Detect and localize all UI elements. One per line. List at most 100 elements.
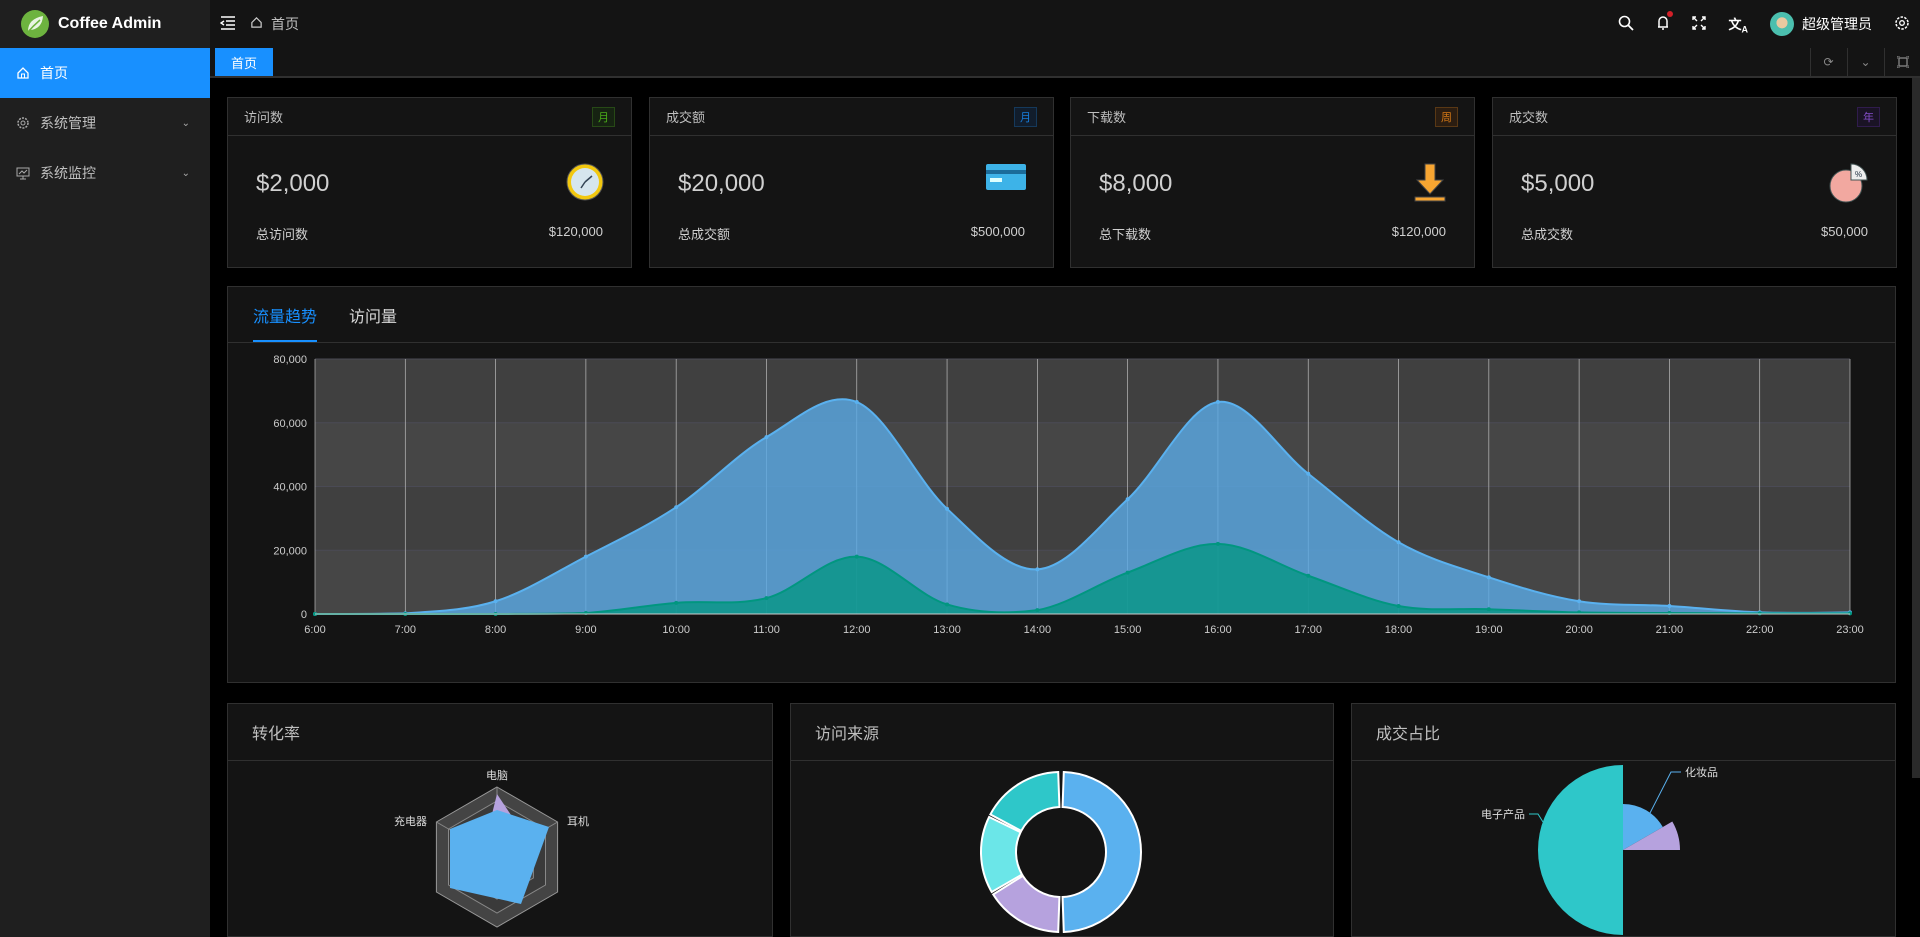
donut-segment-teal	[989, 771, 1061, 833]
deal-ratio-panel: 成交占比 化妆品 电子产品	[1351, 703, 1896, 937]
period-tag: 月	[1014, 106, 1037, 127]
sidebar-item-home[interactable]: 首页	[0, 48, 210, 98]
data-point	[764, 596, 769, 601]
visit-source-panel: 访问来源	[790, 703, 1334, 937]
avatar	[1770, 12, 1794, 36]
sidebar-item-system-monitor[interactable]: 系统监控 ⌄	[0, 148, 210, 198]
rose-pie-chart: 化妆品 电子产品	[1481, 765, 1718, 935]
sidebar-item-label: 系统管理	[40, 115, 96, 131]
period-tag: 周	[1435, 106, 1458, 127]
series-line	[315, 542, 1851, 616]
menu-fold-icon[interactable]	[219, 15, 236, 33]
data-point	[1035, 608, 1040, 613]
data-point	[674, 505, 679, 510]
gear-icon	[16, 116, 30, 130]
stat-card: 访问数 月 $2,000 总访问数 $120,000	[227, 97, 632, 268]
period-tag: 月	[592, 106, 615, 127]
monitor-icon	[16, 166, 30, 180]
data-point	[854, 554, 859, 559]
data-point	[493, 599, 498, 604]
pie-chart-icon: %	[1828, 162, 1870, 209]
x-tick-label: 16:00	[1204, 624, 1232, 636]
stat-title: 下载数	[1087, 110, 1127, 125]
data-point	[1125, 497, 1130, 502]
pie-slice-electronics	[1538, 765, 1623, 935]
chevron-down-icon: ⌄	[181, 167, 190, 179]
x-tick-label: 10:00	[662, 624, 690, 636]
download-icon	[1412, 162, 1448, 209]
pie-slice-cosmetics	[1623, 804, 1663, 850]
y-tick-label: 40,000	[273, 482, 307, 494]
x-tick-label: 7:00	[395, 624, 416, 636]
stat-value: $20,000	[678, 170, 765, 197]
stat-foot-value: $500,000	[970, 224, 1025, 239]
app-title: Coffee Admin	[58, 15, 162, 32]
data-point	[1577, 599, 1582, 604]
radar-chart: 电脑 耳机 充电器	[394, 769, 589, 928]
tab-visits[interactable]: 访问量	[349, 308, 398, 326]
notification-dot	[1667, 10, 1674, 17]
panel-title: 访问来源	[791, 704, 1333, 761]
x-tick-label: 11:00	[753, 624, 780, 636]
sidebar-item-label: 首页	[40, 65, 68, 81]
radar-label-earphone: 耳机	[567, 814, 589, 828]
stat-title: 成交额	[666, 110, 706, 125]
data-point	[1306, 471, 1311, 476]
data-point	[764, 435, 769, 440]
user-name: 超级管理员	[1802, 16, 1872, 32]
translate-icon[interactable]: 文A	[1728, 16, 1748, 35]
traffic-chart-panel: 流量趋势 访问量 0 20,000 40,000 60,000 80,000 6:00 7:…	[227, 286, 1896, 683]
radar-label-computer: 电脑	[486, 769, 508, 782]
clock-icon	[565, 162, 605, 207]
x-tick-label: 13:00	[933, 624, 961, 636]
sidebar: Coffee Admin 首页 系统管理 ⌄ 系统监控 ⌄	[0, 0, 210, 937]
conversion-panel: 转化率 电脑 耳机 充电器	[227, 703, 773, 937]
grid-band	[315, 422, 1850, 487]
fold-screen-icon[interactable]	[1884, 48, 1920, 76]
svg-text:%: %	[1855, 170, 1862, 179]
data-point	[583, 554, 588, 559]
series-area	[315, 543, 1850, 614]
tab-traffic-trend[interactable]: 流量趋势	[253, 287, 318, 342]
stat-value: $8,000	[1099, 170, 1173, 197]
x-tick-label: 23:00	[1836, 624, 1864, 636]
user-menu[interactable]: 超级管理员	[1770, 12, 1872, 36]
breadcrumb[interactable]: 首页	[250, 14, 299, 34]
x-tick-label: 6:00	[304, 624, 325, 636]
panel-title: 成交占比	[1352, 704, 1895, 761]
sidebar-item-system-management[interactable]: 系统管理 ⌄	[0, 98, 210, 148]
search-icon[interactable]	[1618, 15, 1635, 34]
stat-foot-label: 总访问数	[256, 227, 309, 242]
stat-foot-label: 总下载数	[1099, 227, 1152, 242]
data-point	[1215, 400, 1220, 405]
home-icon	[250, 16, 263, 32]
x-tick-label: 14:00	[1024, 624, 1052, 636]
data-point	[1396, 604, 1401, 609]
donut-segment-blue	[1061, 771, 1142, 933]
fullscreen-icon[interactable]	[1692, 15, 1707, 33]
home-icon	[16, 66, 30, 80]
chevron-down-icon[interactable]: ⌄	[1847, 48, 1883, 76]
logo[interactable]: Coffee Admin	[0, 0, 210, 48]
x-tick-label: 8:00	[485, 624, 506, 636]
donut-segment-cyan	[980, 815, 1024, 894]
bell-icon[interactable]	[1656, 10, 1674, 34]
scrollbar[interactable]	[1912, 78, 1920, 778]
breadcrumb-home: 首页	[271, 16, 299, 32]
settings-gear-icon[interactable]	[1894, 15, 1910, 34]
grid-band	[315, 359, 1850, 423]
data-point	[1486, 575, 1491, 580]
pie-label-electronics: 电子产品	[1481, 807, 1525, 821]
refresh-icon[interactable]: ⟳	[1810, 48, 1846, 76]
area-chart: 0 20,000 40,000 60,000 80,000 6:00 7:00 8:00 9:0…	[273, 354, 1864, 636]
data-point	[1125, 570, 1130, 575]
stat-foot-value: $120,000	[1391, 224, 1446, 239]
stat-card: 成交额 月 $20,000 总成交额 $500,000	[649, 97, 1054, 268]
data-point	[945, 602, 950, 607]
panel-title: 转化率	[228, 704, 772, 761]
y-tick-label: 80,000	[273, 354, 307, 366]
data-point	[674, 600, 679, 605]
data-point	[1577, 610, 1582, 615]
data-point	[1306, 573, 1311, 578]
tab-home[interactable]: 首页	[215, 48, 273, 76]
